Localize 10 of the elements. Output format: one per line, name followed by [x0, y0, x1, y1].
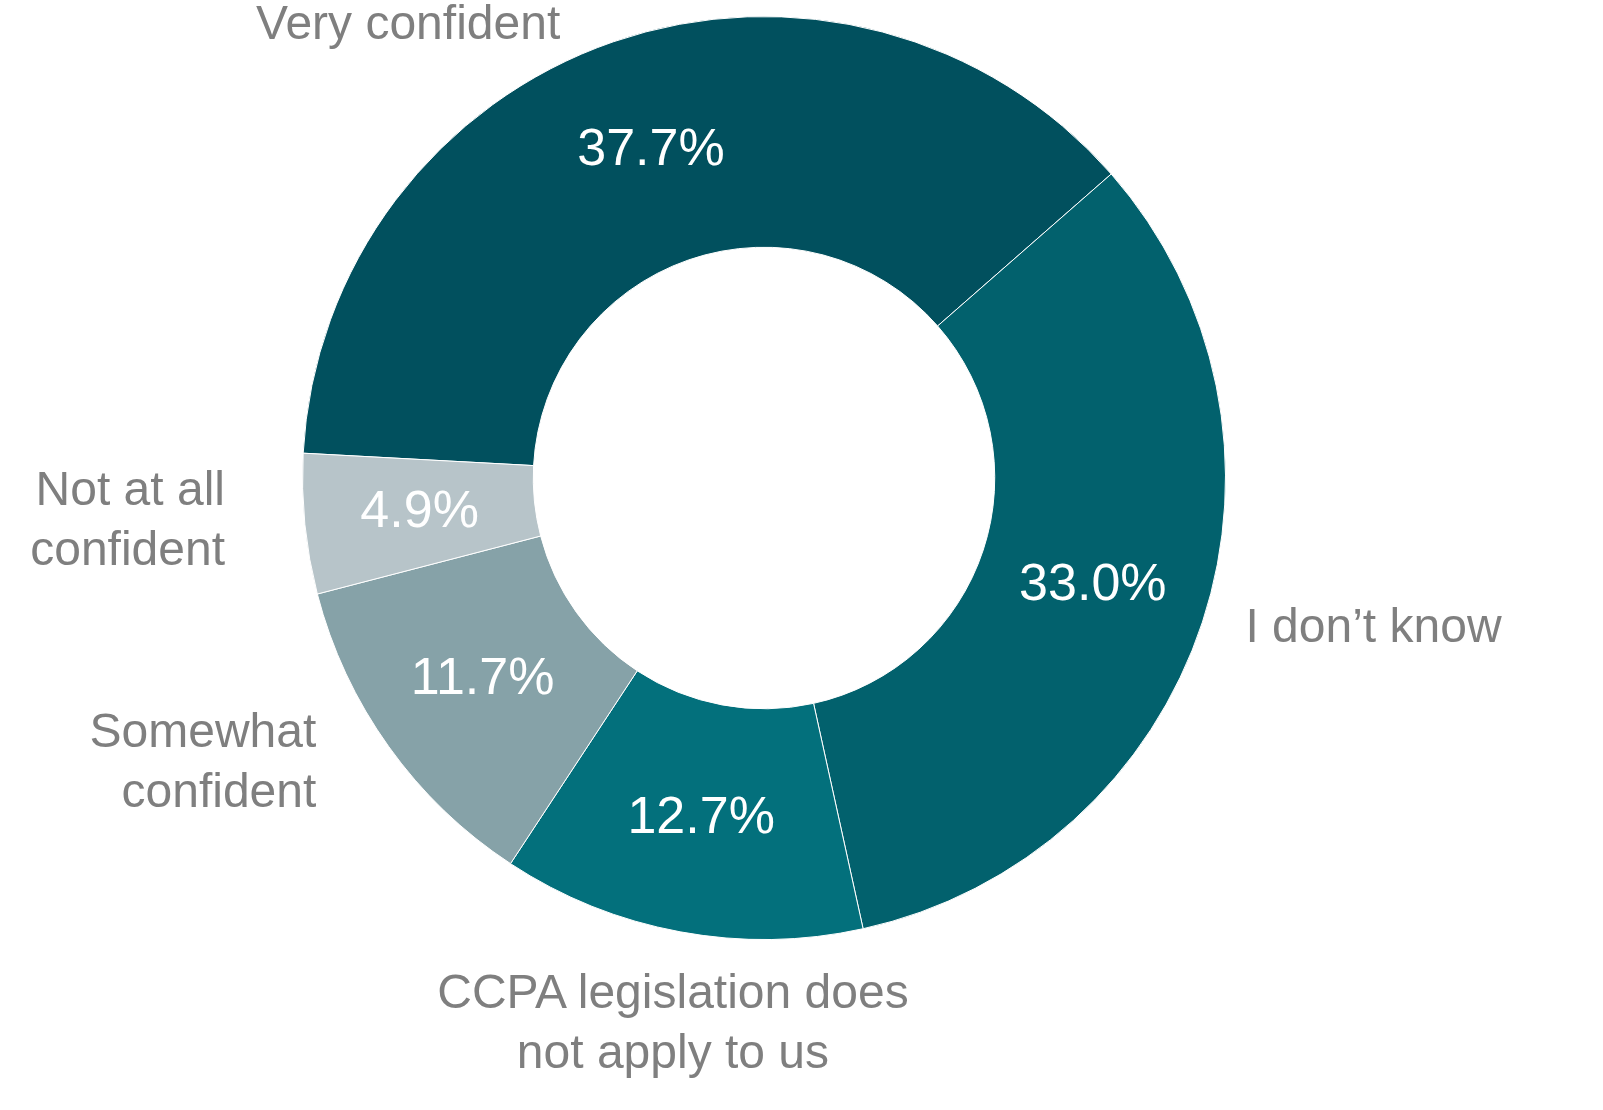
data-label: 4.9%	[360, 479, 479, 538]
slice-label: Not at all confident	[30, 462, 226, 576]
data-label: 37.7%	[577, 118, 725, 177]
data-label: 11.7%	[410, 646, 555, 705]
slice-label: Somewhat confident	[89, 704, 317, 818]
data-label: 33.0%	[1019, 553, 1167, 612]
slice-label: Very confident	[256, 0, 561, 50]
slice-label: CCPA legislation does not apply to us	[437, 965, 909, 1079]
data-label: 12.7%	[627, 785, 775, 844]
slice-label: I don’t know	[1245, 598, 1502, 652]
